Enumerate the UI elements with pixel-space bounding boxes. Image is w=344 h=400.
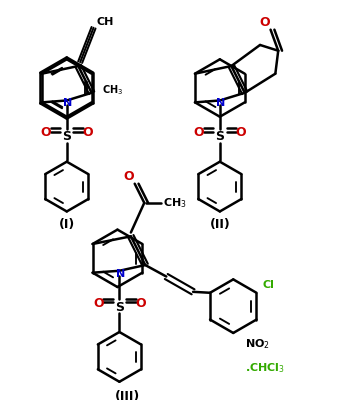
Text: O: O (83, 126, 93, 140)
Text: Cl: Cl (262, 280, 274, 290)
Text: O: O (93, 297, 104, 310)
Text: O: O (259, 16, 270, 28)
Text: O: O (123, 170, 134, 182)
Text: (I): (I) (58, 218, 75, 231)
Text: CH$_3$: CH$_3$ (102, 83, 123, 97)
Text: O: O (193, 126, 204, 140)
Text: N: N (116, 269, 125, 279)
Text: CH: CH (96, 17, 114, 27)
Text: N: N (63, 98, 72, 108)
Text: (III): (III) (115, 390, 140, 400)
Text: (II): (II) (209, 218, 230, 231)
Text: CH$_3$: CH$_3$ (163, 196, 187, 210)
Text: S: S (115, 301, 124, 314)
Text: S: S (62, 130, 71, 143)
Text: O: O (236, 126, 246, 140)
Text: S: S (215, 130, 224, 143)
Text: O: O (40, 126, 51, 140)
Text: N: N (216, 98, 225, 108)
Text: .CHCl$_3$: .CHCl$_3$ (245, 362, 285, 375)
Text: NO$_2$: NO$_2$ (245, 338, 270, 351)
Text: O: O (135, 297, 146, 310)
